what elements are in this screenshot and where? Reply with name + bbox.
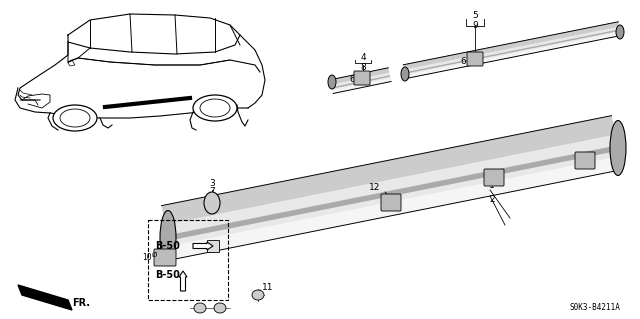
Text: 2: 2 — [489, 196, 495, 204]
Ellipse shape — [328, 75, 336, 89]
Text: 12: 12 — [369, 183, 381, 192]
Polygon shape — [161, 116, 622, 260]
Text: 4: 4 — [360, 54, 366, 63]
FancyBboxPatch shape — [207, 240, 219, 252]
Ellipse shape — [401, 67, 409, 81]
Polygon shape — [330, 68, 389, 85]
Text: FR.: FR. — [72, 298, 90, 308]
Ellipse shape — [200, 99, 230, 117]
Polygon shape — [170, 156, 622, 260]
Text: 9: 9 — [472, 20, 478, 29]
Ellipse shape — [160, 211, 176, 265]
Text: Ø: Ø — [152, 252, 157, 258]
Text: 11: 11 — [262, 284, 273, 293]
Text: 3: 3 — [209, 179, 215, 188]
Text: 6: 6 — [460, 56, 466, 65]
Polygon shape — [405, 29, 620, 74]
FancyBboxPatch shape — [575, 152, 595, 169]
FancyArrow shape — [193, 242, 213, 250]
Text: 6: 6 — [349, 75, 355, 84]
Ellipse shape — [252, 290, 264, 300]
Polygon shape — [332, 75, 390, 89]
Polygon shape — [403, 22, 620, 70]
Polygon shape — [403, 22, 621, 78]
Ellipse shape — [60, 109, 90, 127]
Ellipse shape — [610, 121, 626, 175]
Polygon shape — [161, 116, 615, 225]
FancyArrow shape — [179, 271, 187, 291]
Text: 10: 10 — [142, 254, 152, 263]
Text: B-50: B-50 — [155, 270, 180, 280]
Ellipse shape — [214, 303, 226, 313]
Polygon shape — [18, 285, 72, 310]
FancyBboxPatch shape — [354, 71, 370, 85]
FancyBboxPatch shape — [154, 249, 176, 266]
Text: B-50: B-50 — [155, 241, 180, 251]
Ellipse shape — [204, 192, 220, 214]
Ellipse shape — [194, 303, 206, 313]
Text: 7: 7 — [209, 188, 215, 197]
Polygon shape — [405, 32, 621, 78]
Polygon shape — [168, 145, 618, 241]
Polygon shape — [330, 68, 391, 93]
Text: S0K3-B4211A: S0K3-B4211A — [569, 302, 620, 311]
FancyBboxPatch shape — [484, 169, 504, 186]
Polygon shape — [332, 78, 391, 93]
Ellipse shape — [53, 105, 97, 131]
Text: 5: 5 — [472, 11, 478, 20]
FancyBboxPatch shape — [467, 52, 483, 66]
FancyBboxPatch shape — [381, 194, 401, 211]
Ellipse shape — [193, 95, 237, 121]
Ellipse shape — [616, 25, 624, 39]
Text: 1: 1 — [489, 182, 495, 190]
Text: 8: 8 — [360, 63, 366, 71]
